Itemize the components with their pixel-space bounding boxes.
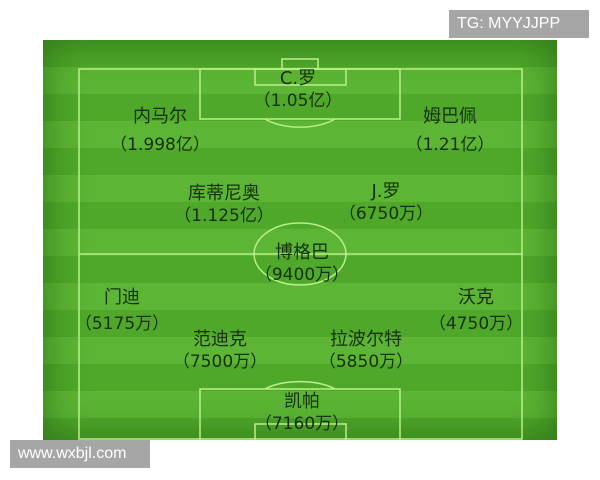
player-value: （1.998亿） — [110, 135, 210, 155]
player-rb: 沃克 （4750万） — [429, 287, 523, 335]
player-value: （1.21亿） — [405, 135, 495, 155]
player-value: （1.05亿） — [253, 91, 343, 111]
player-lcb: 范迪克 （7500万） — [173, 329, 267, 373]
player-name: 姆巴佩 — [422, 106, 477, 127]
player-name: C.罗 — [279, 68, 317, 89]
player-value: （7160万） — [254, 414, 350, 434]
watermark-top-right: TG: MYYJJPP — [449, 10, 589, 38]
top-penalty-arc — [264, 118, 336, 128]
player-name: 库蒂尼奥 — [187, 183, 260, 204]
pitch-lines — [78, 58, 523, 440]
bottom-goal-area — [254, 423, 347, 440]
football-pitch — [43, 40, 557, 440]
bottom-penalty-arc — [264, 380, 336, 390]
player-lb: 门迪 （5175万） — [75, 287, 169, 335]
player-value: （7500万） — [172, 352, 268, 372]
bottom-penalty-box — [199, 388, 401, 440]
player-rcm: J.罗 （6750万） — [339, 181, 433, 225]
player-lcm: 库蒂尼奥 （1.125亿） — [174, 183, 274, 227]
player-value: （5175万） — [74, 314, 170, 334]
player-cdm: 博格巴 （9400万） — [255, 242, 349, 286]
player-name: J.罗 — [371, 181, 401, 202]
player-name: 拉波尔特 — [329, 329, 402, 350]
watermark-bottom-left: www.wxbjl.com — [10, 440, 150, 468]
player-name: 博格巴 — [274, 242, 329, 263]
player-lw: 内马尔 （1.998亿） — [110, 106, 210, 156]
player-rw: 姆巴佩 （1.21亿） — [406, 106, 495, 156]
center-circle — [253, 222, 347, 286]
player-value: （6750万） — [338, 204, 434, 224]
player-name: 内马尔 — [132, 106, 187, 127]
player-value: （1.125亿） — [174, 206, 274, 226]
player-value: （4750万） — [428, 314, 524, 334]
player-name: 凯帕 — [283, 391, 320, 412]
player-value: （5850万） — [318, 352, 414, 372]
player-gk: 凯帕 （7160万） — [255, 391, 349, 435]
top-goal — [281, 58, 319, 70]
player-name: 沃克 — [457, 287, 494, 308]
player-st: C.罗 （1.05亿） — [254, 68, 343, 112]
player-value: （9400万） — [254, 265, 350, 285]
player-name: 范迪克 — [192, 329, 247, 350]
player-name: 门迪 — [103, 287, 140, 308]
player-rcb: 拉波尔特 （5850万） — [319, 329, 413, 373]
